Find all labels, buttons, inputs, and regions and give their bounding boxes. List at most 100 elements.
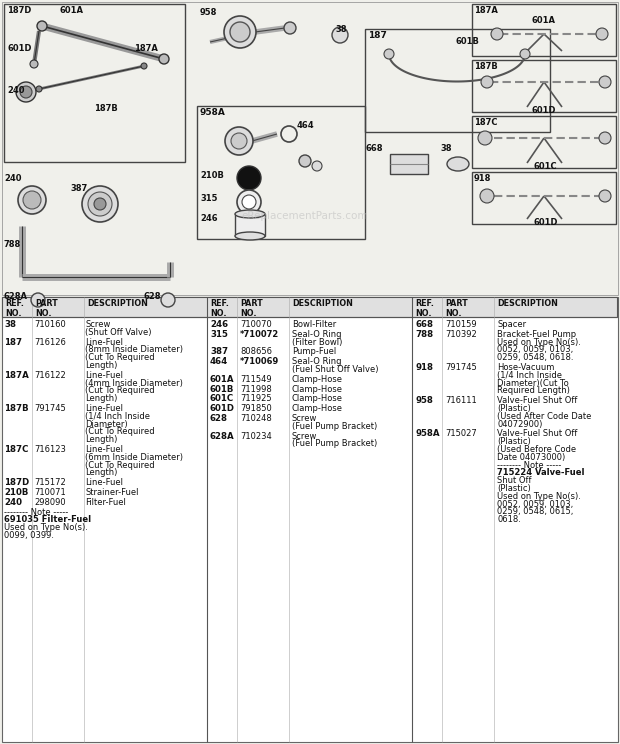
- Text: 210B: 210B: [200, 171, 224, 180]
- Text: Line-Fuel: Line-Fuel: [85, 445, 123, 454]
- Circle shape: [237, 190, 261, 214]
- Text: 791745: 791745: [445, 363, 477, 372]
- Text: REF.
NO.: REF. NO.: [415, 299, 434, 318]
- Circle shape: [596, 28, 608, 40]
- Text: 240: 240: [4, 498, 22, 507]
- Text: Screw: Screw: [292, 432, 317, 440]
- Bar: [365, 29, 550, 132]
- Text: 246: 246: [210, 320, 228, 329]
- Bar: [2, 2, 618, 295]
- Text: (Cut To Required: (Cut To Required: [85, 461, 154, 469]
- Text: 0259, 0548, 0618.: 0259, 0548, 0618.: [497, 353, 574, 362]
- Circle shape: [88, 192, 112, 216]
- Text: PART
NO.: PART NO.: [240, 299, 263, 318]
- Text: 788: 788: [415, 330, 433, 339]
- Text: 808656: 808656: [240, 347, 272, 356]
- Circle shape: [481, 76, 493, 88]
- Text: Seal-O Ring: Seal-O Ring: [292, 357, 342, 366]
- Circle shape: [242, 195, 256, 209]
- Text: (1/4 Inch Inside: (1/4 Inch Inside: [497, 371, 562, 379]
- Text: REF.
NO.: REF. NO.: [210, 299, 229, 318]
- Text: 601A: 601A: [59, 6, 83, 15]
- Text: 715172: 715172: [34, 478, 66, 487]
- Text: Pump-Fuel: Pump-Fuel: [292, 347, 336, 356]
- Circle shape: [237, 166, 261, 190]
- Text: 315: 315: [210, 330, 228, 339]
- Circle shape: [599, 190, 611, 202]
- Text: Required Length): Required Length): [497, 386, 570, 395]
- Text: 187A: 187A: [4, 371, 29, 379]
- Text: (Plastic): (Plastic): [497, 484, 531, 493]
- Text: Diameter)(Cut To: Diameter)(Cut To: [497, 379, 569, 388]
- Text: 298090: 298090: [34, 498, 66, 507]
- Text: (Used After Code Date: (Used After Code Date: [497, 411, 591, 421]
- Circle shape: [37, 21, 47, 31]
- Circle shape: [36, 86, 42, 92]
- Text: 187A: 187A: [134, 44, 158, 53]
- Ellipse shape: [235, 210, 265, 218]
- Circle shape: [20, 86, 32, 98]
- Text: (Plastic): (Plastic): [497, 404, 531, 413]
- Text: 791745: 791745: [34, 404, 66, 413]
- Text: 711549: 711549: [240, 375, 272, 384]
- Text: 791850: 791850: [240, 404, 272, 413]
- Circle shape: [224, 16, 256, 48]
- Circle shape: [225, 127, 253, 155]
- Text: (6mm Inside Diameter): (6mm Inside Diameter): [85, 453, 183, 462]
- Circle shape: [284, 22, 296, 34]
- Circle shape: [230, 22, 250, 42]
- Text: Clamp-Hose: Clamp-Hose: [292, 404, 343, 413]
- Text: 601C: 601C: [210, 394, 234, 403]
- Text: (Cut To Required: (Cut To Required: [85, 386, 154, 395]
- Text: 628: 628: [143, 292, 161, 301]
- Text: 628A: 628A: [210, 432, 234, 440]
- Circle shape: [384, 49, 394, 59]
- Text: 187C: 187C: [474, 118, 497, 127]
- Text: REF.
NO.: REF. NO.: [5, 299, 24, 318]
- Text: 0052, 0059, 0103,: 0052, 0059, 0103,: [497, 500, 574, 509]
- Text: 240: 240: [7, 86, 25, 95]
- Text: Line-Fuel: Line-Fuel: [85, 338, 123, 347]
- Text: 691035 Filter-Fuel: 691035 Filter-Fuel: [4, 516, 91, 525]
- Text: 601D: 601D: [532, 106, 557, 115]
- Text: 710159: 710159: [445, 320, 477, 329]
- Circle shape: [16, 82, 36, 102]
- Text: PART
NO.: PART NO.: [445, 299, 467, 318]
- Text: 628: 628: [210, 414, 228, 423]
- Text: (Filter Bowl): (Filter Bowl): [292, 338, 342, 347]
- Text: Line-Fuel: Line-Fuel: [85, 371, 123, 379]
- Text: DESCRIPTION: DESCRIPTION: [87, 299, 148, 308]
- Circle shape: [30, 60, 38, 68]
- Text: Clamp-Hose: Clamp-Hose: [292, 385, 343, 394]
- Text: (Cut To Required: (Cut To Required: [85, 427, 154, 437]
- Text: Shut Off: Shut Off: [497, 476, 531, 485]
- Text: (Fuel Shut Off Valve): (Fuel Shut Off Valve): [292, 365, 378, 374]
- Text: 04072900): 04072900): [497, 420, 542, 429]
- Text: DESCRIPTION: DESCRIPTION: [497, 299, 558, 308]
- Text: 918: 918: [415, 363, 433, 372]
- Circle shape: [299, 155, 311, 167]
- Text: 668: 668: [415, 320, 433, 329]
- Text: (Shut Off Valve): (Shut Off Valve): [85, 328, 151, 337]
- Ellipse shape: [235, 232, 265, 240]
- Text: 716123: 716123: [34, 445, 66, 454]
- Text: Used on Type No(s).: Used on Type No(s).: [497, 492, 581, 501]
- Text: Clamp-Hose: Clamp-Hose: [292, 394, 343, 403]
- Text: *710072: *710072: [240, 330, 279, 339]
- Circle shape: [161, 293, 175, 307]
- Text: 711998: 711998: [240, 385, 272, 394]
- Text: Bracket-Fuel Pump: Bracket-Fuel Pump: [497, 330, 576, 339]
- Text: Line-Fuel: Line-Fuel: [85, 478, 123, 487]
- Text: 710248: 710248: [240, 414, 272, 423]
- Text: 0259, 0548, 0615,: 0259, 0548, 0615,: [497, 507, 574, 516]
- Circle shape: [31, 293, 45, 307]
- Text: 38: 38: [4, 320, 16, 329]
- Circle shape: [491, 28, 503, 40]
- Text: -------- Note -----: -------- Note -----: [4, 507, 68, 516]
- Text: 958: 958: [200, 8, 218, 17]
- Text: Length): Length): [85, 469, 117, 478]
- Text: 187: 187: [4, 338, 22, 347]
- Text: Strainer-Fuel: Strainer-Fuel: [85, 488, 138, 497]
- Text: 38: 38: [440, 144, 451, 153]
- Text: 464: 464: [297, 121, 314, 130]
